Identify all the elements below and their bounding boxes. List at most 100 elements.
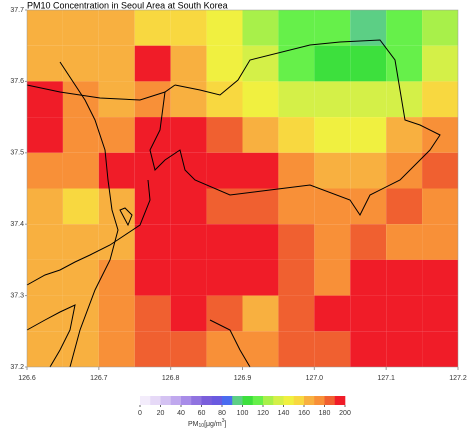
cell bbox=[134, 331, 171, 367]
cell bbox=[206, 259, 243, 296]
cell bbox=[386, 259, 423, 296]
colorbar-tick-label: 100 bbox=[237, 410, 249, 417]
label-part: 10 bbox=[199, 423, 205, 429]
cell bbox=[27, 81, 63, 118]
cell bbox=[98, 152, 135, 189]
label-part: [μg/m bbox=[204, 421, 222, 428]
cell bbox=[278, 188, 315, 225]
cell bbox=[170, 331, 207, 367]
colorbar-label: PM10[μg/m3] bbox=[188, 418, 227, 429]
cell bbox=[350, 117, 387, 153]
cell bbox=[134, 152, 171, 189]
cell bbox=[98, 224, 135, 260]
cell bbox=[98, 10, 135, 46]
colorbar-swatch bbox=[191, 396, 202, 405]
cell bbox=[206, 152, 243, 189]
y-tick-label: 37.4 bbox=[10, 221, 24, 228]
heatmap bbox=[27, 10, 458, 367]
cell bbox=[242, 81, 279, 118]
cell bbox=[170, 188, 207, 225]
cell bbox=[422, 81, 458, 118]
colorbar-swatch bbox=[324, 396, 336, 405]
colorbar-swatch bbox=[273, 396, 284, 405]
x-tick-label: 127.0 bbox=[306, 375, 324, 382]
cell bbox=[386, 81, 423, 118]
cell bbox=[134, 224, 171, 260]
colorbar-tick-label: 160 bbox=[298, 410, 310, 417]
cell bbox=[134, 81, 171, 118]
cell bbox=[62, 81, 99, 118]
boundary bbox=[59, 61, 119, 368]
cell bbox=[170, 224, 207, 260]
colorbar-tick-label: 200 bbox=[339, 410, 351, 417]
cell bbox=[206, 224, 243, 260]
cell bbox=[170, 117, 207, 153]
cell bbox=[350, 331, 387, 367]
cell bbox=[314, 295, 351, 332]
cell bbox=[134, 295, 171, 332]
cell bbox=[314, 10, 351, 46]
cell bbox=[386, 295, 423, 332]
colorbar-swatch bbox=[232, 396, 243, 405]
cell bbox=[62, 45, 99, 82]
cell bbox=[386, 188, 423, 225]
cell bbox=[98, 331, 135, 367]
label-part: 3 bbox=[222, 418, 225, 424]
cell bbox=[170, 259, 207, 296]
x-tick-label: 127.1 bbox=[377, 375, 395, 382]
cell bbox=[278, 117, 315, 153]
coast-line bbox=[26, 304, 76, 368]
cell bbox=[386, 10, 423, 46]
coastline bbox=[26, 39, 441, 368]
cell bbox=[170, 45, 207, 82]
cell bbox=[278, 152, 315, 189]
colorbar-swatch bbox=[140, 396, 151, 405]
cell bbox=[278, 224, 315, 260]
cell bbox=[422, 152, 458, 189]
cell bbox=[314, 117, 351, 153]
cell bbox=[386, 45, 423, 82]
colorbar-swatch bbox=[222, 396, 233, 405]
cell bbox=[170, 295, 207, 332]
cell bbox=[27, 152, 63, 189]
cell bbox=[98, 259, 135, 296]
x-tick-label: 126.9 bbox=[234, 375, 252, 382]
cell bbox=[134, 10, 171, 46]
colorbar-swatch bbox=[304, 396, 315, 405]
island bbox=[119, 207, 133, 227]
cell bbox=[206, 45, 243, 82]
cell bbox=[206, 81, 243, 118]
colorbar-swatch bbox=[283, 396, 295, 405]
colorbar-tick-label: 180 bbox=[319, 410, 331, 417]
cell bbox=[350, 224, 387, 260]
colorbar-tick-label: 80 bbox=[218, 410, 226, 417]
cell bbox=[62, 117, 99, 153]
cell bbox=[314, 81, 351, 118]
cell bbox=[242, 224, 279, 260]
cell bbox=[422, 45, 458, 82]
cell bbox=[134, 45, 171, 82]
cell bbox=[278, 81, 315, 118]
cell bbox=[62, 331, 99, 367]
cell bbox=[206, 295, 243, 332]
cell bbox=[98, 45, 135, 82]
cell bbox=[27, 45, 63, 82]
colorbar-swatch bbox=[181, 396, 192, 405]
cell bbox=[422, 331, 458, 367]
colorbar-swatch bbox=[211, 396, 223, 405]
cell bbox=[98, 188, 135, 225]
cell bbox=[242, 259, 279, 296]
colorbar-swatch bbox=[293, 396, 305, 405]
cell bbox=[242, 188, 279, 225]
cell bbox=[422, 188, 458, 225]
cell bbox=[314, 259, 351, 296]
cell bbox=[170, 10, 207, 46]
colorbar-swatch bbox=[160, 396, 172, 405]
cell bbox=[242, 117, 279, 153]
colorbar-tick-label: 60 bbox=[198, 410, 206, 417]
label-part: PM bbox=[188, 421, 199, 428]
cell bbox=[134, 188, 171, 225]
cell bbox=[350, 45, 387, 82]
colorbar-swatch bbox=[314, 396, 325, 405]
